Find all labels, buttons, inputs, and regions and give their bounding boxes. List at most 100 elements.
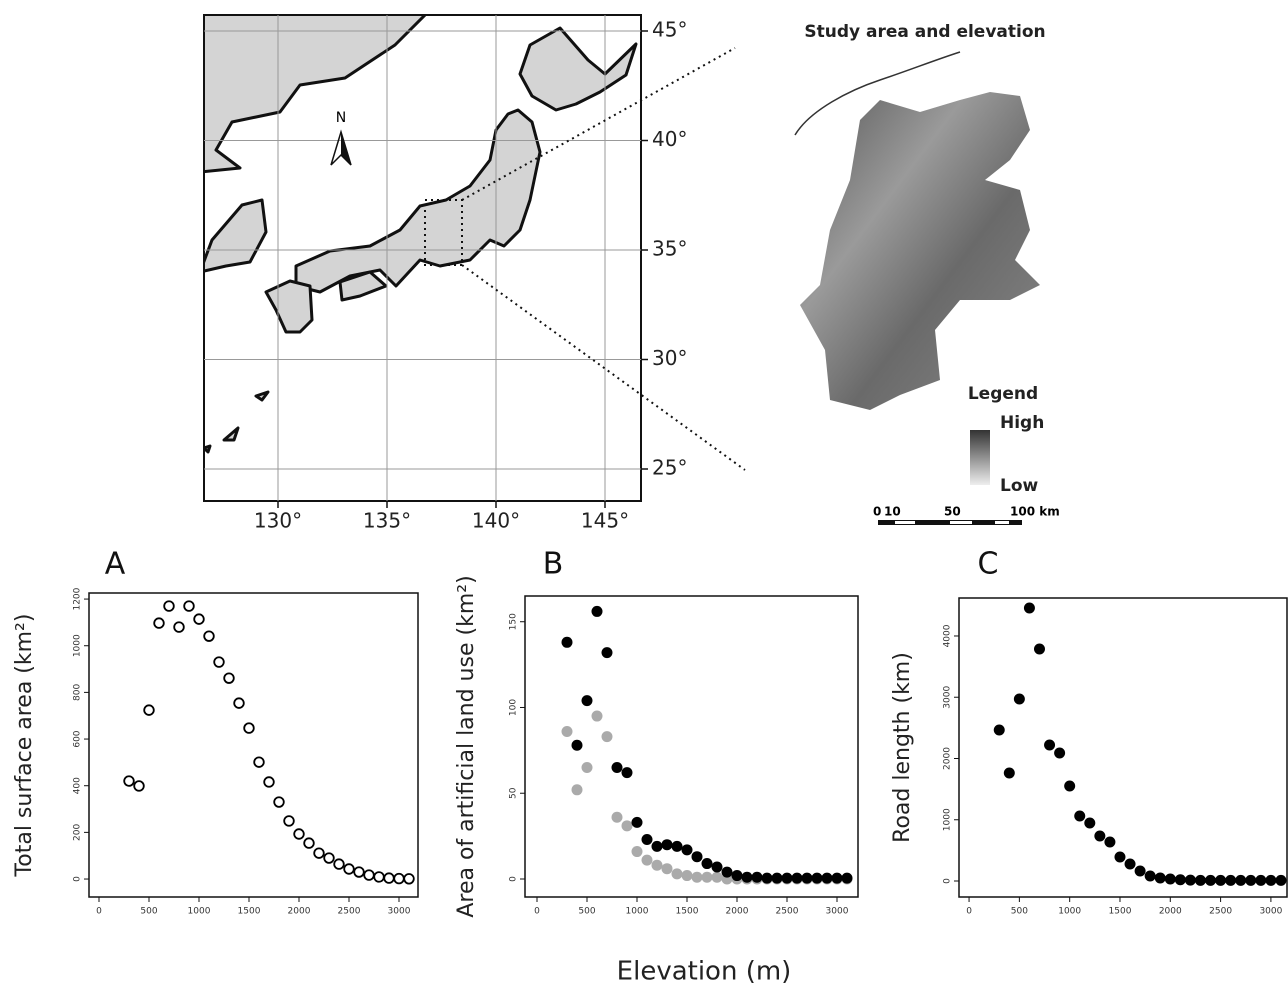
point: [214, 657, 224, 667]
lat-label: 30°: [652, 346, 687, 370]
legend-low: Low: [1000, 476, 1039, 496]
point: [712, 861, 723, 872]
point: [1024, 602, 1035, 613]
y-tick-label: 2000: [943, 747, 953, 770]
lon-label: 145°: [581, 509, 629, 533]
scale-label: 100 km: [1010, 505, 1060, 519]
north-arrow: N: [331, 110, 351, 165]
point: [832, 873, 843, 884]
point: [702, 872, 713, 883]
y-tick-label: 800: [73, 684, 83, 701]
legend-title: Legend: [968, 384, 1038, 404]
point: [204, 631, 214, 641]
point: [304, 838, 314, 848]
point: [1195, 875, 1206, 886]
legend-bar: [970, 430, 990, 485]
point: [314, 848, 324, 858]
x-tick-label: 1000: [626, 907, 649, 917]
point: [244, 723, 254, 733]
y-tick-label: 0: [509, 876, 519, 882]
point: [404, 874, 414, 884]
lat-label: 40°: [652, 127, 687, 151]
y-tick-label: 400: [73, 777, 83, 794]
x-axis-label: Elevation (m): [617, 957, 792, 987]
point: [682, 844, 693, 855]
x-tick-label: 3000: [388, 907, 411, 917]
point: [842, 873, 853, 884]
y-tick-label: 1000: [943, 808, 953, 831]
point: [582, 762, 593, 773]
point: [1034, 643, 1045, 654]
x-tick-label: 2500: [1209, 907, 1232, 917]
inset-title: Study area and elevation: [804, 22, 1045, 42]
point: [632, 846, 643, 857]
point: [1004, 768, 1015, 779]
point: [1165, 873, 1176, 884]
point: [1205, 875, 1216, 886]
figure: 45°40°35°30°25°130°135°140°145° N Study …: [0, 0, 1288, 990]
point: [602, 731, 613, 742]
point: [394, 874, 404, 884]
point: [1185, 875, 1196, 886]
x-tick-label: 1500: [676, 907, 699, 917]
point: [144, 705, 154, 715]
x-tick-label: 0: [966, 907, 972, 917]
x-tick-label: 1000: [188, 907, 211, 917]
point: [174, 622, 184, 632]
x-tick-label: 500: [1011, 907, 1028, 917]
lon-label: 140°: [472, 509, 520, 533]
scale-label: 10: [884, 505, 901, 519]
point: [194, 614, 204, 624]
point: [672, 841, 683, 852]
north-label: N: [336, 110, 346, 126]
lon-label: 130°: [254, 509, 302, 533]
point: [1074, 811, 1085, 822]
point: [622, 820, 633, 831]
y-tick-label: 0: [943, 878, 953, 884]
point: [364, 870, 374, 880]
study-area: [800, 92, 1040, 410]
x-tick-label: 2000: [288, 907, 311, 917]
x-tick-label: 3000: [1259, 907, 1282, 917]
lat-label: 45°: [652, 18, 687, 42]
y-tick-label: 1200: [73, 587, 83, 610]
point: [662, 839, 673, 850]
point: [772, 873, 783, 884]
point: [234, 698, 244, 708]
point: [692, 851, 703, 862]
scale-label: 50: [944, 505, 961, 519]
point: [682, 870, 693, 881]
panel-label: B: [543, 547, 564, 582]
point: [612, 812, 623, 823]
point: [712, 872, 723, 883]
point: [384, 873, 394, 883]
point: [1135, 866, 1146, 877]
point: [1084, 818, 1095, 829]
x-tick-label: 2000: [1159, 907, 1182, 917]
legend-high: High: [1000, 413, 1044, 433]
lat-label: 25°: [652, 456, 687, 480]
point: [1245, 875, 1256, 886]
point: [284, 816, 294, 826]
point: [1225, 875, 1236, 886]
point: [642, 834, 653, 845]
point: [1125, 858, 1136, 869]
point: [672, 868, 683, 879]
point: [254, 757, 264, 767]
x-tick-label: 2000: [726, 907, 749, 917]
point: [264, 777, 274, 787]
point: [274, 797, 284, 807]
point: [732, 870, 743, 881]
point: [582, 695, 593, 706]
point: [562, 637, 573, 648]
y-tick-label: 4000: [943, 624, 953, 647]
y-axis-label: Road length (km): [890, 652, 915, 843]
point: [802, 873, 813, 884]
point: [742, 872, 753, 883]
point: [374, 872, 384, 882]
scale-bar: 0 10 50 100 km: [873, 505, 1060, 526]
plot-frame: [959, 598, 1287, 897]
point: [1014, 694, 1025, 705]
lat-label: 35°: [652, 237, 687, 261]
point: [354, 867, 364, 877]
